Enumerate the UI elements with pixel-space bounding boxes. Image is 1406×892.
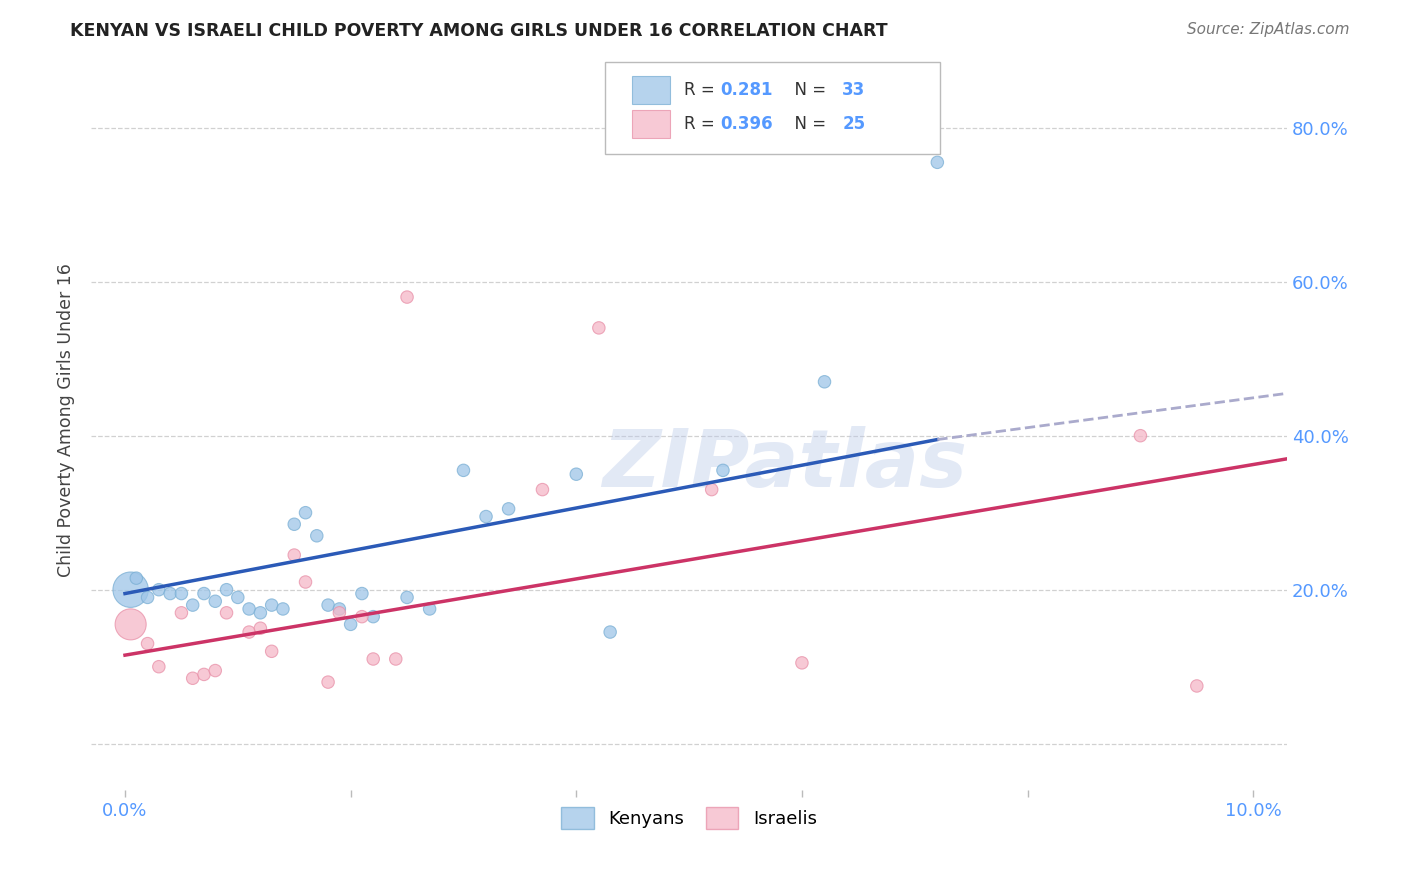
Point xyxy=(565,467,588,482)
Text: R =: R = xyxy=(685,81,720,99)
Y-axis label: Child Poverty Among Girls Under 16: Child Poverty Among Girls Under 16 xyxy=(58,263,75,577)
Text: R =: R = xyxy=(685,115,720,133)
Text: KENYAN VS ISRAELI CHILD POVERTY AMONG GIRLS UNDER 16 CORRELATION CHART: KENYAN VS ISRAELI CHILD POVERTY AMONG GI… xyxy=(70,22,889,40)
Point xyxy=(294,506,316,520)
Point xyxy=(215,582,238,597)
Point xyxy=(120,617,142,632)
Point xyxy=(316,598,339,612)
Point xyxy=(148,659,170,673)
Point xyxy=(148,582,170,597)
Point xyxy=(249,606,271,620)
Point xyxy=(226,591,249,605)
Point xyxy=(204,664,226,678)
Point xyxy=(588,321,610,335)
Point xyxy=(813,375,835,389)
Point xyxy=(599,625,621,640)
Point xyxy=(328,602,350,616)
Point xyxy=(396,591,419,605)
Point xyxy=(193,667,215,681)
Point xyxy=(125,571,148,585)
Point xyxy=(361,652,384,666)
Point xyxy=(350,609,373,624)
Point xyxy=(396,290,419,304)
Text: 0.281: 0.281 xyxy=(720,81,773,99)
Point xyxy=(927,155,949,169)
Point xyxy=(136,637,159,651)
Point xyxy=(120,582,142,597)
Point xyxy=(1185,679,1208,693)
Text: 0.396: 0.396 xyxy=(720,115,773,133)
Point xyxy=(283,517,305,532)
Point xyxy=(193,586,215,600)
Point xyxy=(170,586,193,600)
Point xyxy=(271,602,294,616)
Point xyxy=(136,591,159,605)
Point xyxy=(316,675,339,690)
Point xyxy=(419,602,441,616)
Point xyxy=(339,617,361,632)
Point xyxy=(531,483,554,497)
Point xyxy=(328,606,350,620)
Point xyxy=(361,609,384,624)
FancyBboxPatch shape xyxy=(606,62,941,154)
Text: N =: N = xyxy=(783,115,831,133)
Point xyxy=(283,548,305,562)
Point xyxy=(294,574,316,589)
Text: N =: N = xyxy=(783,81,831,99)
Point xyxy=(181,671,204,685)
Point xyxy=(711,463,734,477)
Point xyxy=(181,598,204,612)
Point xyxy=(453,463,475,477)
Point xyxy=(260,598,283,612)
Point xyxy=(475,509,498,524)
Point xyxy=(238,602,260,616)
Point xyxy=(249,621,271,635)
Point xyxy=(350,586,373,600)
FancyBboxPatch shape xyxy=(631,110,671,138)
Text: 25: 25 xyxy=(842,115,865,133)
Point xyxy=(159,586,181,600)
FancyBboxPatch shape xyxy=(631,76,671,103)
Legend: Kenyans, Israelis: Kenyans, Israelis xyxy=(554,800,824,837)
Point xyxy=(384,652,406,666)
Point xyxy=(215,606,238,620)
Point xyxy=(260,644,283,658)
Point xyxy=(305,529,328,543)
Point xyxy=(700,483,723,497)
Text: Source: ZipAtlas.com: Source: ZipAtlas.com xyxy=(1187,22,1350,37)
Point xyxy=(498,501,520,516)
Text: ZIPatlas: ZIPatlas xyxy=(602,425,967,504)
Text: 33: 33 xyxy=(842,81,866,99)
Point xyxy=(238,625,260,640)
Point xyxy=(170,606,193,620)
Point xyxy=(1129,428,1152,442)
Point xyxy=(790,656,813,670)
Point xyxy=(204,594,226,608)
